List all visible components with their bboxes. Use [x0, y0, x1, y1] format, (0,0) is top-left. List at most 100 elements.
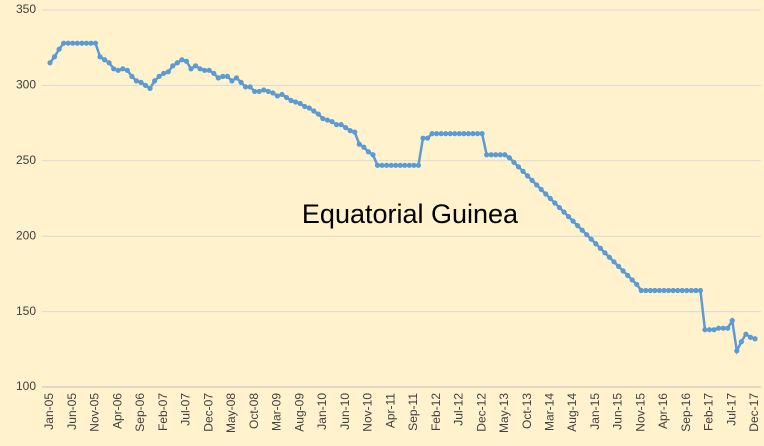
point — [170, 63, 176, 69]
point — [306, 105, 312, 111]
point — [192, 63, 199, 69]
x-tick-label: Aug-14 — [565, 393, 579, 432]
y-tick-label: 150 — [16, 304, 36, 318]
point — [688, 287, 694, 294]
x-tick-label: Mar-09 — [270, 393, 284, 431]
point — [652, 287, 658, 294]
point — [320, 115, 326, 122]
point — [393, 162, 399, 168]
point — [61, 40, 67, 46]
point — [129, 73, 135, 79]
point — [734, 348, 740, 354]
point — [238, 79, 244, 85]
point — [179, 57, 185, 63]
point — [593, 241, 599, 247]
x-tick-label: Feb-12 — [429, 393, 443, 431]
point — [456, 131, 462, 137]
point — [656, 287, 663, 294]
point — [311, 108, 317, 114]
point — [147, 85, 153, 92]
point — [643, 287, 649, 294]
point — [524, 173, 531, 179]
x-tick-label: Apr-06 — [110, 393, 124, 429]
x-tick-label: Nov-05 — [88, 393, 102, 432]
point — [88, 40, 94, 46]
point — [588, 236, 594, 242]
point — [511, 159, 517, 165]
point — [602, 250, 608, 256]
point — [515, 164, 522, 170]
point — [534, 182, 540, 188]
point — [402, 162, 408, 168]
point — [424, 135, 431, 141]
x-tick-label: Jan-15 — [588, 393, 602, 430]
point — [720, 325, 726, 331]
point — [374, 162, 381, 168]
point — [333, 122, 340, 128]
point — [383, 162, 390, 168]
point — [133, 78, 140, 84]
point — [338, 122, 344, 128]
point — [520, 168, 526, 174]
point — [716, 325, 722, 331]
point — [265, 88, 271, 95]
x-tick-label: Jan-05 — [42, 393, 56, 430]
point — [120, 66, 126, 72]
point — [438, 131, 444, 137]
point — [224, 73, 230, 79]
point — [497, 152, 503, 158]
x-tick-label: Mar-14 — [542, 393, 556, 431]
point — [561, 209, 567, 215]
point — [684, 287, 690, 294]
point — [743, 331, 749, 337]
point — [65, 40, 71, 46]
point — [611, 259, 617, 265]
point — [675, 287, 681, 294]
point — [247, 84, 253, 90]
point — [488, 152, 494, 158]
point — [365, 149, 371, 155]
y-tick-label: 350 — [16, 2, 36, 16]
point — [543, 191, 549, 197]
point — [415, 162, 422, 168]
point — [493, 152, 499, 158]
point — [629, 277, 635, 283]
point — [443, 131, 449, 137]
point — [361, 144, 367, 150]
point — [547, 195, 553, 202]
x-tick-label: Jun-05 — [65, 393, 79, 430]
point — [679, 287, 685, 294]
point — [615, 263, 622, 269]
point — [115, 67, 121, 73]
point — [142, 82, 149, 88]
point — [106, 60, 112, 66]
point — [606, 254, 613, 260]
point — [429, 131, 435, 137]
point — [565, 213, 572, 220]
point — [693, 287, 699, 294]
x-tick-label: Sep-06 — [133, 393, 147, 432]
point — [625, 272, 631, 279]
point — [161, 70, 167, 76]
point — [370, 152, 376, 158]
point — [270, 90, 276, 96]
point — [356, 141, 362, 147]
point — [665, 287, 672, 294]
x-tick-label: Oct-13 — [520, 393, 534, 429]
point — [111, 66, 117, 72]
x-tick-label: Dec-12 — [474, 393, 488, 432]
point — [529, 177, 535, 184]
point — [138, 79, 144, 85]
point — [420, 135, 426, 141]
x-tick-label: Jul-07 — [179, 393, 193, 426]
point — [552, 200, 558, 206]
point — [83, 40, 89, 46]
point — [288, 97, 294, 104]
point — [638, 287, 644, 294]
point — [506, 155, 512, 161]
x-tick-label: Dec-07 — [201, 393, 215, 432]
point — [465, 131, 472, 137]
point — [697, 287, 704, 294]
point — [206, 67, 212, 73]
